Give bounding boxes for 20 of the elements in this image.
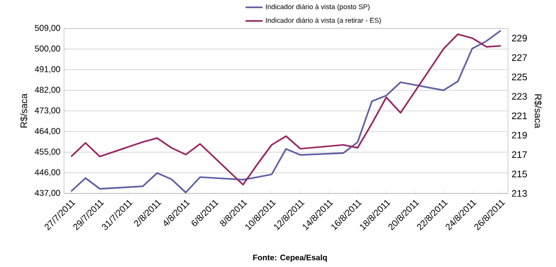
y-tick-label: 491,00 (34, 66, 60, 73)
y-tick-label: 482,00 (34, 86, 60, 94)
y-tick-label: 509,00 (34, 24, 60, 32)
y2-tick-label: 219 (512, 132, 527, 138)
y-tick-label: 437,00 (34, 190, 60, 197)
y-tick-label: 455,00 (34, 148, 60, 156)
y-tick-label: 500,00 (34, 45, 60, 52)
y2-tick-label: 213 (512, 190, 527, 197)
y-axis-title: R$/saca (20, 93, 28, 128)
y2-tick-label: 217 (512, 151, 527, 158)
y-tick-label: 464,00 (34, 128, 60, 135)
y2-tick-label: 225 (512, 73, 527, 80)
y2-tick-label: 227 (512, 54, 527, 61)
y-tick-label: 473,00 (34, 107, 60, 114)
y2-axis-title: R$/saca (534, 94, 542, 128)
y2-tick-label: 223 (512, 92, 527, 100)
y-tick-label: 446,00 (34, 169, 60, 176)
y2-tick-label: 229 (512, 34, 527, 42)
y2-tick-label: 221 (512, 112, 527, 119)
y2-tick-label: 215 (512, 170, 527, 178)
